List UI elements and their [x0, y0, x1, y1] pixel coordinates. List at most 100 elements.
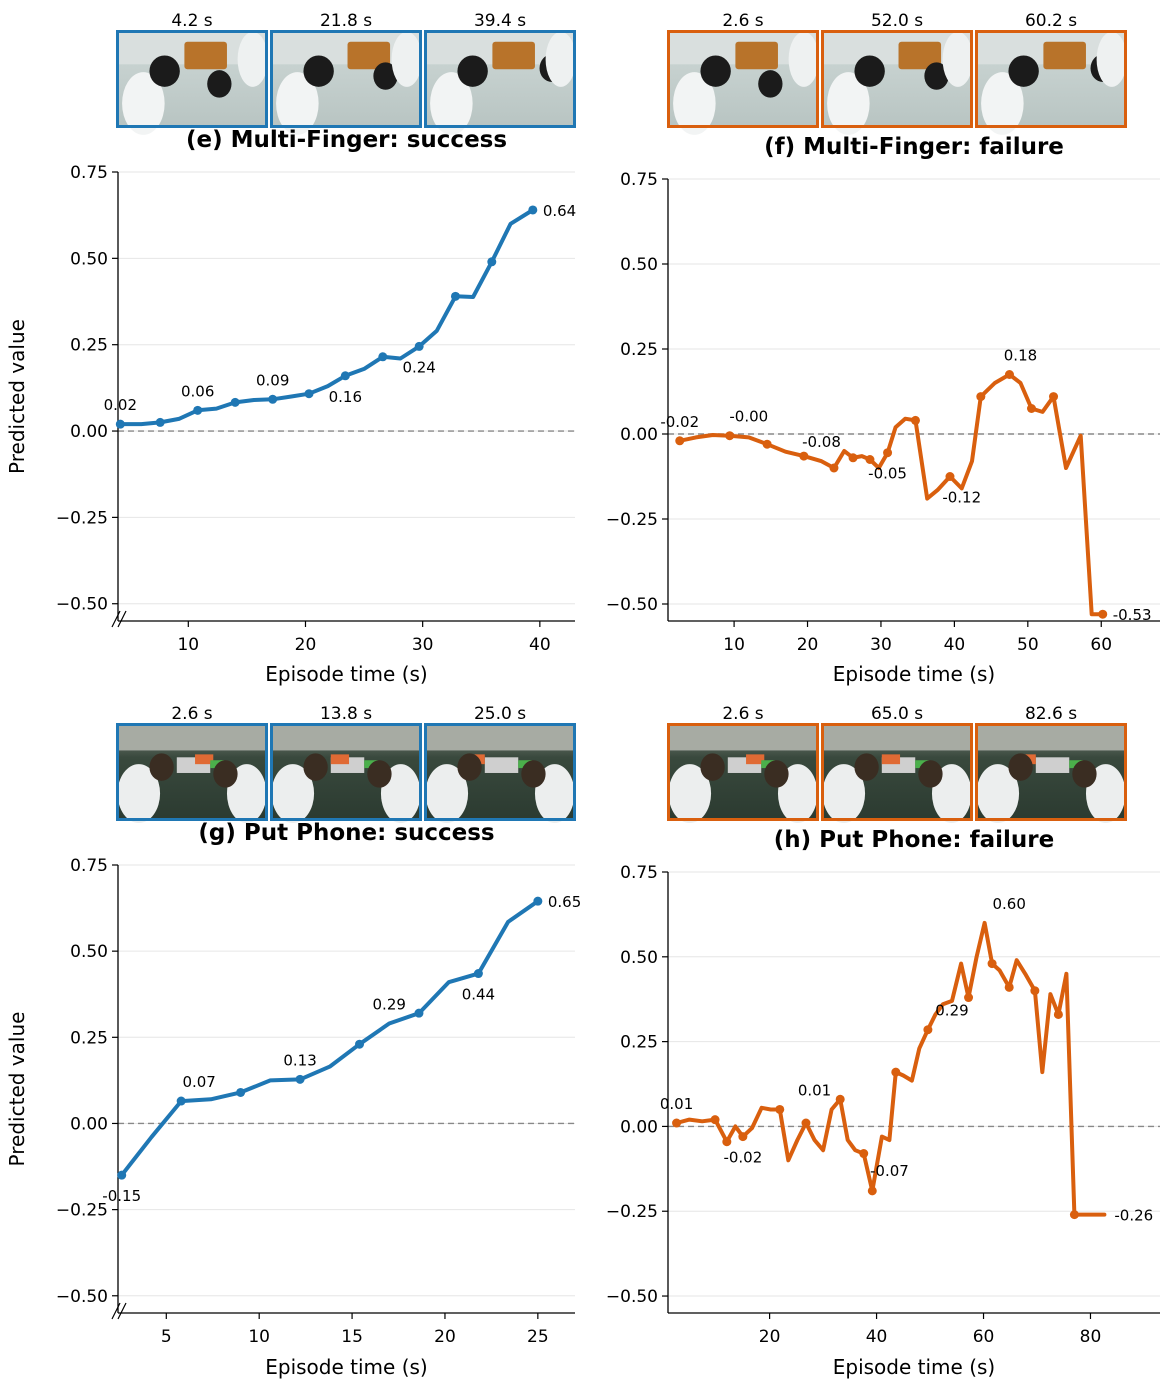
frame-border [116, 30, 268, 128]
y-tick-label: 0.50 [620, 255, 658, 275]
box-object [184, 41, 227, 70]
box-object [492, 41, 535, 70]
robot-arm [931, 764, 972, 823]
data-label: 0.01 [798, 1081, 831, 1099]
frame-thumbnail [821, 30, 973, 135]
data-point [1053, 1009, 1063, 1019]
robot-arm [380, 764, 421, 823]
right-hand [764, 760, 789, 788]
data-label: -0.26 [1114, 1207, 1153, 1225]
robot-arm [271, 764, 315, 823]
left-hand [854, 753, 879, 781]
data-label: 0.02 [104, 396, 137, 414]
tray-object [1035, 757, 1070, 773]
data-point [487, 257, 497, 267]
frame-border [821, 30, 973, 128]
y-axis-title: Predicted value [5, 319, 29, 474]
data-label: 0.06 [181, 382, 214, 400]
axis-break-mark [117, 1302, 127, 1320]
robot-arm [673, 72, 716, 135]
frame-thumbnail [116, 30, 268, 135]
data-label: -0.00 [729, 408, 768, 426]
frame-thumbnail [270, 723, 422, 823]
data-label: 0.29 [373, 996, 406, 1014]
x-tick-label: 10 [248, 1327, 270, 1347]
data-point [533, 896, 543, 906]
x-tick-label: 60 [1090, 635, 1112, 655]
frame-border [667, 723, 819, 821]
data-point [848, 453, 858, 463]
data-label: 0.16 [329, 388, 362, 406]
x-tick-label: 20 [797, 635, 819, 655]
series-line [119, 899, 540, 1178]
panel-g: 2.6 s 13.8 s 25.0 s (g) Put Phone: success −… [5, 704, 581, 1379]
y-tick-label: 0.25 [70, 1028, 108, 1048]
data-point [964, 993, 974, 1003]
x-tick-label: 30 [412, 635, 434, 655]
data-point [775, 1104, 785, 1114]
data-point [1049, 392, 1059, 402]
data-point [117, 1170, 127, 1180]
y-tick-label: −0.25 [606, 510, 658, 530]
data-point [923, 1025, 933, 1035]
left-hand [1008, 753, 1033, 781]
frame-time-label: 21.8 s [320, 11, 372, 31]
series-line [674, 920, 1107, 1217]
robot-arm [777, 764, 818, 823]
left-hand [700, 753, 725, 781]
robot-arm [430, 72, 473, 135]
data-label: 0.18 [1004, 347, 1037, 365]
data-label: -0.02 [723, 1149, 762, 1167]
x-tick-label: 40 [866, 1327, 888, 1347]
x-tick-label: 5 [161, 1327, 172, 1347]
box-object [735, 41, 778, 70]
frame-time-label: 2.6 s [722, 704, 763, 724]
y-tick-label: 0.00 [620, 1117, 658, 1137]
data-point [295, 1074, 305, 1084]
data-point [738, 1132, 748, 1142]
data-point [1069, 1210, 1079, 1220]
data-point [268, 394, 278, 404]
box-object [898, 41, 942, 70]
data-point [1098, 609, 1108, 619]
robot-arm [237, 31, 268, 87]
right-hand [758, 70, 783, 98]
y-tick-label: −0.25 [56, 508, 108, 528]
y-tick-label: 0.25 [620, 340, 658, 360]
frame-border [424, 723, 576, 821]
x-axis-title: Episode time (s) [265, 662, 427, 686]
left-hand [303, 753, 328, 781]
right-hand [924, 62, 949, 90]
data-point [987, 959, 997, 969]
data-point [176, 1096, 186, 1106]
robot-arm [788, 31, 819, 87]
panel-title: (g) Put Phone: success [198, 820, 494, 846]
frame-thumbnail [975, 30, 1128, 135]
data-label: 0.60 [992, 895, 1025, 913]
y-tick-label: −0.50 [56, 1287, 108, 1307]
data-point [193, 405, 203, 415]
scene-wall [821, 723, 973, 751]
y-tick-label: 0.75 [70, 163, 108, 183]
robot-arm [942, 31, 973, 87]
phone-object [881, 754, 901, 765]
data-label: -0.02 [660, 413, 699, 431]
frame-time-label: 82.6 s [1025, 704, 1077, 724]
frame-time-label: 4.2 s [171, 11, 212, 31]
frame-border [270, 723, 422, 821]
data-point [378, 352, 388, 362]
robot-arm [827, 72, 870, 135]
robot-arm [822, 764, 866, 823]
data-label: 0.29 [935, 1002, 968, 1020]
data-label: 0.01 [660, 1095, 693, 1113]
axis-break-mark [111, 1302, 121, 1320]
y-tick-label: 0.75 [70, 856, 108, 876]
data-point [414, 341, 424, 351]
data-point [115, 419, 125, 429]
frame-border [667, 30, 819, 128]
data-point [672, 1118, 682, 1128]
axis-break-mark [117, 610, 127, 628]
data-point [155, 417, 165, 427]
robot-arm [117, 764, 161, 823]
